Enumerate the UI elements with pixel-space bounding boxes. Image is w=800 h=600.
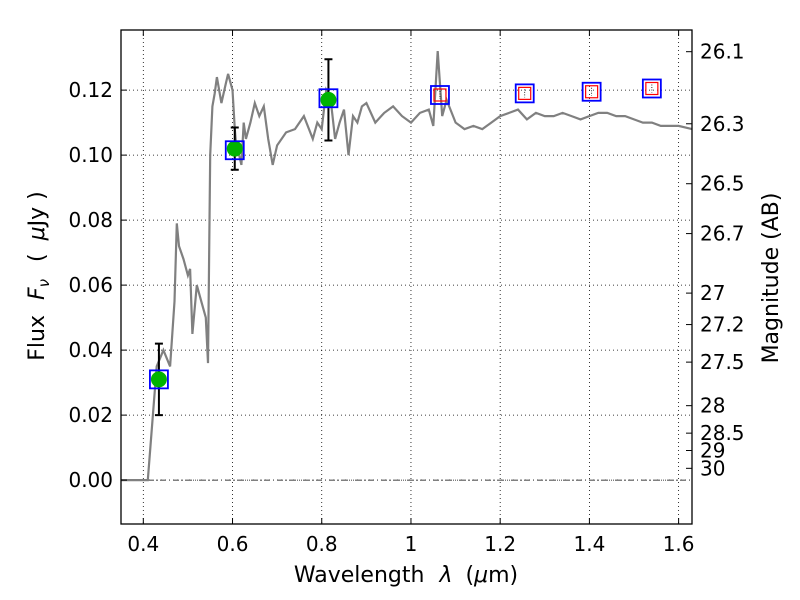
x-tick-label: 1 (405, 532, 418, 556)
y2-tick-label: 30 (700, 456, 725, 480)
upper-limit-square (433, 88, 447, 102)
y-tick-label: 0.10 (68, 143, 113, 167)
model-photometry-square (430, 85, 450, 105)
observed-point (226, 140, 243, 157)
y-tick-label: 0.02 (68, 403, 113, 427)
grid (121, 30, 692, 524)
y-tick-label: 0.00 (68, 468, 113, 492)
y2-axis-label: Magnitude (AB) (759, 193, 784, 364)
y2-tick-label: 26.3 (700, 112, 745, 136)
x-tick-label: 1.4 (573, 532, 605, 556)
ticks: 0.4 0.6 0.8 1 1.2 1.4 1.6 0.00 0.02 0.04 0.06 0.08 0… (68, 30, 745, 556)
observed-point (320, 91, 337, 108)
model-photometry-square (318, 88, 339, 109)
y-tick-label: 0.04 (68, 338, 113, 362)
y2-tick-label: 26.1 (700, 40, 745, 64)
x-tick-label: 1.2 (484, 532, 516, 556)
plot-frame (120, 29, 693, 525)
x-axis-label: Wavelength λ (μm) (294, 563, 518, 588)
y-axis-label: Flux Fν ( μJy ) (25, 191, 55, 360)
y2-tick-label: 28 (700, 394, 725, 418)
y2-tick-label: 27 (700, 281, 725, 305)
model-photometry-square (514, 83, 535, 104)
markers (149, 58, 662, 417)
y2-tick-label: 29 (700, 438, 725, 462)
model-photometry-square (149, 369, 169, 390)
y-tick-label: 0.08 (68, 208, 113, 232)
model-photometry-square (581, 81, 602, 102)
y2-tick-label: 27.5 (700, 350, 745, 374)
y2-tick-label: 28.5 (700, 421, 745, 445)
y2-tick-label: 26.5 (700, 172, 745, 196)
x-tick-label: 0.8 (306, 532, 338, 556)
x-tick-label: 1.6 (663, 532, 695, 556)
observed-point (150, 371, 167, 388)
x-tick-label: 0.6 (217, 532, 249, 556)
y2-tick-label: 27.2 (700, 313, 745, 337)
x-tick-label: 0.4 (127, 532, 159, 556)
y-tick-label: 0.12 (68, 78, 113, 102)
y-tick-label: 0.06 (68, 273, 113, 297)
model-spectrum-line (121, 51, 693, 482)
upper-limit-square (585, 85, 599, 99)
model-photometry-square (641, 78, 662, 99)
upper-limit-square (518, 86, 532, 100)
model-photometry-square (224, 140, 245, 161)
y2-tick-label: 26.7 (700, 222, 745, 246)
upper-limit-square (645, 81, 659, 96)
